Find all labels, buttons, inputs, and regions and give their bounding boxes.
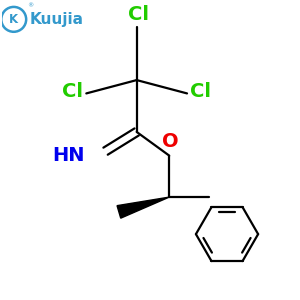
Text: HN: HN <box>52 146 85 165</box>
Text: Cl: Cl <box>128 5 149 24</box>
Text: Cl: Cl <box>190 82 211 101</box>
Text: K: K <box>9 13 18 26</box>
Text: Kuujia: Kuujia <box>30 12 84 27</box>
Polygon shape <box>117 197 169 218</box>
Text: Cl: Cl <box>62 82 83 101</box>
Text: O: O <box>162 132 179 151</box>
Text: ®: ® <box>27 3 33 8</box>
